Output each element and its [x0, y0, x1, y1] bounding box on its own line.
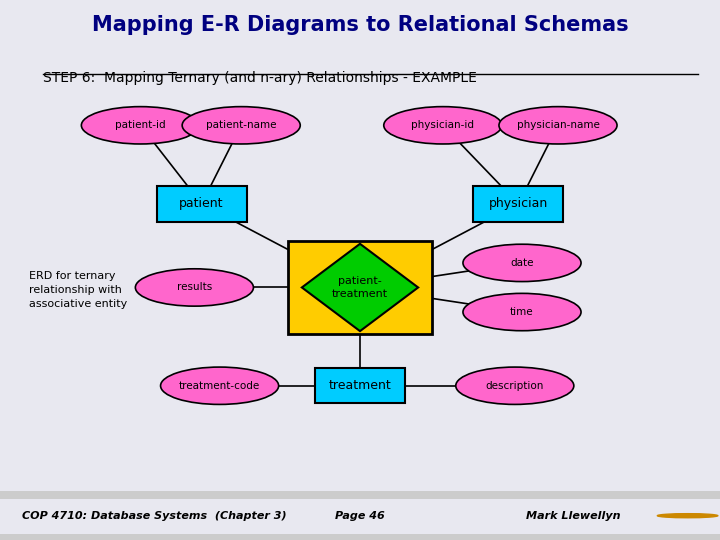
Ellipse shape — [135, 269, 253, 306]
Text: physician: physician — [489, 198, 548, 211]
Text: patient-name: patient-name — [206, 120, 276, 130]
Ellipse shape — [161, 367, 279, 404]
Bar — [0, 491, 720, 499]
Bar — [0, 534, 720, 540]
FancyBboxPatch shape — [157, 186, 246, 221]
Text: patient: patient — [179, 198, 224, 211]
Ellipse shape — [182, 106, 300, 144]
Ellipse shape — [499, 106, 617, 144]
Text: COP 4710: Database Systems  (Chapter 3): COP 4710: Database Systems (Chapter 3) — [22, 511, 287, 521]
Ellipse shape — [384, 106, 502, 144]
Text: Mark Llewellyn: Mark Llewellyn — [526, 511, 620, 521]
FancyBboxPatch shape — [315, 368, 405, 403]
Polygon shape — [302, 244, 418, 331]
Ellipse shape — [463, 293, 581, 330]
FancyBboxPatch shape — [288, 241, 432, 334]
Text: results: results — [177, 282, 212, 293]
Text: ERD for ternary
relationship with
associative entity: ERD for ternary relationship with associ… — [29, 271, 127, 309]
Text: treatment-code: treatment-code — [179, 381, 260, 391]
Ellipse shape — [456, 367, 574, 404]
Ellipse shape — [81, 106, 199, 144]
Text: patient-
treatment: patient- treatment — [332, 276, 388, 299]
Circle shape — [657, 514, 718, 518]
Text: treatment: treatment — [328, 379, 392, 392]
Text: physician-name: physician-name — [516, 120, 600, 130]
Text: STEP 6:  Mapping Ternary (and n-ary) Relationships - EXAMPLE: STEP 6: Mapping Ternary (and n-ary) Rela… — [43, 71, 477, 85]
Text: Page 46: Page 46 — [335, 511, 385, 521]
Ellipse shape — [463, 244, 581, 281]
Text: time: time — [510, 307, 534, 317]
Text: physician-id: physician-id — [411, 120, 474, 130]
FancyBboxPatch shape — [474, 186, 563, 221]
Text: date: date — [510, 258, 534, 268]
Text: Mapping E-R Diagrams to Relational Schemas: Mapping E-R Diagrams to Relational Schem… — [91, 15, 629, 35]
Text: patient-id: patient-id — [115, 120, 166, 130]
Text: description: description — [485, 381, 544, 391]
